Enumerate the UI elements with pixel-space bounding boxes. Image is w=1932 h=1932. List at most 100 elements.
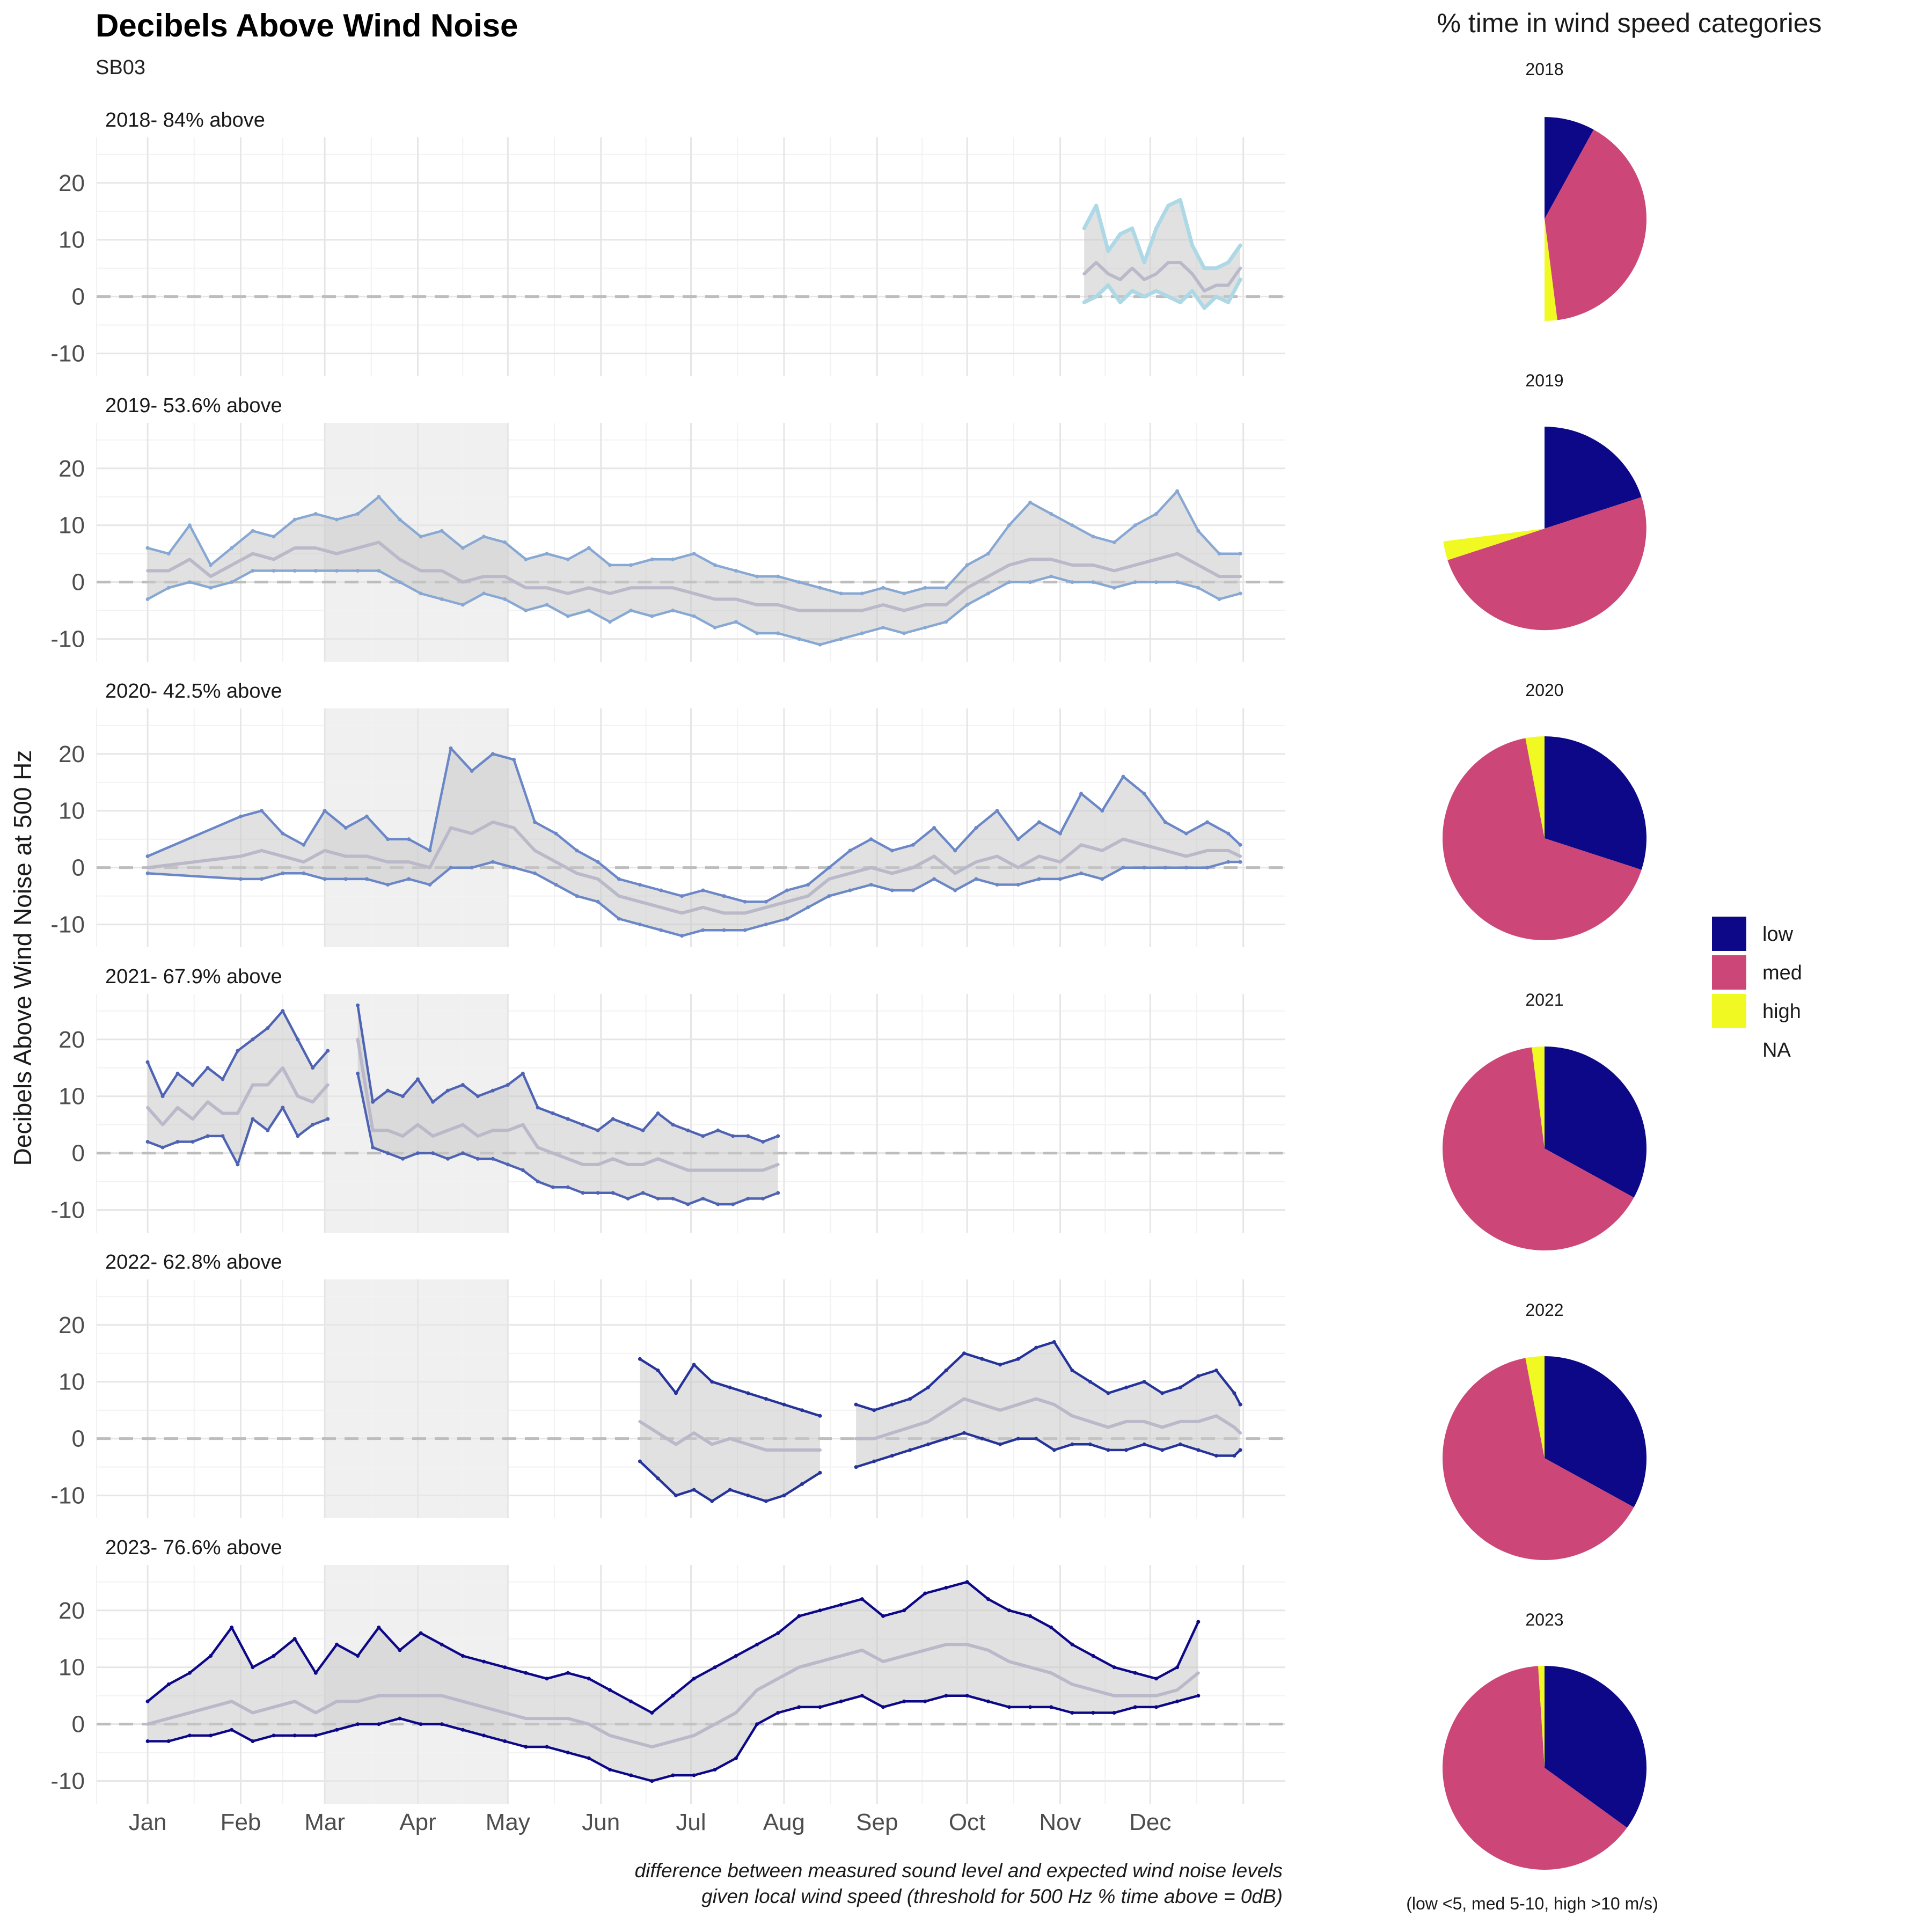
data-point-lower <box>1124 1448 1128 1452</box>
series-line-median-2019 <box>146 540 1242 612</box>
data-point-lower <box>145 597 150 601</box>
data-point-lower <box>755 631 759 635</box>
data-point-upper <box>371 1100 375 1104</box>
data-point-upper <box>236 1049 240 1053</box>
series-band-2021 <box>357 1005 778 1204</box>
data-point-upper <box>608 1688 612 1692</box>
data-point-lower <box>608 1767 612 1772</box>
data-point-lower <box>902 1699 906 1703</box>
data-point-lower <box>818 1470 822 1475</box>
data-point-lower <box>356 1722 360 1726</box>
pie-slice-high <box>1538 1666 1545 1768</box>
data-point-lower <box>313 569 318 573</box>
data-point-upper <box>986 552 990 556</box>
data-point-lower <box>1100 877 1104 881</box>
data-point-upper <box>1100 809 1104 813</box>
data-point-upper <box>1082 226 1086 230</box>
y-tick-label: 20 <box>58 1312 85 1338</box>
legend-item-na: NA <box>1762 1039 1791 1062</box>
series-line-upper-2020 <box>146 747 1242 903</box>
data-point-lower <box>460 603 465 607</box>
data-point-upper <box>944 1585 948 1590</box>
data-point-lower <box>944 620 948 624</box>
data-point-lower <box>475 1157 480 1161</box>
data-point-upper <box>506 1083 510 1087</box>
series-band-2019 <box>148 491 1241 645</box>
data-point-lower <box>416 1151 420 1155</box>
data-point-upper <box>806 883 810 887</box>
data-point-upper <box>848 848 852 853</box>
y-tick-label: 0 <box>72 855 85 881</box>
data-point-lower <box>1214 295 1218 299</box>
data-point-upper <box>692 1363 696 1367</box>
data-point-upper <box>980 1357 984 1361</box>
data-point-upper <box>638 1357 642 1361</box>
data-point-lower <box>713 625 717 630</box>
y-tick-label: 20 <box>58 170 85 196</box>
pie-2020: 2020 <box>1442 680 1646 941</box>
data-point-upper <box>860 591 864 596</box>
y-tick-label: 10 <box>58 798 85 824</box>
data-point-upper <box>475 1094 480 1099</box>
data-point-lower <box>209 586 213 590</box>
data-point-lower <box>671 1773 675 1777</box>
data-point-lower <box>965 1694 969 1698</box>
caption-line-1: difference between measured sound level … <box>635 1860 1283 1882</box>
data-point-upper <box>335 517 339 522</box>
pie-slice-high <box>1545 219 1557 321</box>
data-point-lower <box>1154 289 1158 293</box>
caption-line-2: given local wind speed (threshold for 50… <box>701 1885 1283 1907</box>
data-point-lower <box>656 1476 660 1481</box>
panel-label-2020: 2020- 42.5% above <box>105 680 282 702</box>
data-point-upper <box>449 746 453 750</box>
data-point-upper <box>761 1140 765 1144</box>
data-point-upper <box>818 1414 822 1418</box>
x-tick-label: Jun <box>582 1809 620 1835</box>
data-point-upper <box>187 1671 192 1675</box>
data-point-lower <box>716 1202 720 1206</box>
data-point-upper <box>944 586 948 590</box>
legend-item-med: med <box>1712 955 1802 990</box>
data-point-upper <box>1070 523 1074 528</box>
data-point-lower <box>343 877 348 881</box>
data-point-lower <box>1154 580 1158 584</box>
data-point-upper <box>281 831 285 836</box>
data-point-lower <box>674 1494 678 1498</box>
data-point-lower <box>251 569 255 573</box>
data-point-lower <box>326 1117 330 1121</box>
data-point-lower <box>1238 591 1242 596</box>
y-axis-label: Decibels Above Wind Noise at 500 Hz <box>9 750 36 1166</box>
y-tick-label: -10 <box>50 1768 85 1795</box>
data-point-upper <box>313 512 318 516</box>
data-point-lower <box>818 1705 822 1709</box>
data-point-upper <box>881 1614 885 1618</box>
panel-2023: 2023- 76.6% above -10 0 10 20 <box>50 1536 1285 1804</box>
data-point-lower <box>611 1191 615 1195</box>
data-point-upper <box>1238 843 1242 847</box>
data-point-upper <box>902 1608 906 1613</box>
pie-year-label: 2021 <box>1525 990 1563 1009</box>
data-point-upper <box>551 1111 555 1115</box>
data-point-upper <box>251 1665 255 1670</box>
data-point-lower <box>356 1071 360 1075</box>
data-point-upper <box>818 586 822 590</box>
data-point-upper <box>145 1699 150 1703</box>
data-point-upper <box>272 1654 276 1658</box>
data-point-upper <box>692 552 696 556</box>
data-point-lower <box>1049 1705 1053 1709</box>
data-point-lower <box>1118 300 1122 304</box>
data-point-upper <box>512 757 516 762</box>
data-point-lower <box>881 625 885 630</box>
data-point-upper <box>1106 1391 1110 1395</box>
data-point-lower <box>292 569 297 573</box>
series-line-median-2023 <box>146 1643 1200 1748</box>
data-point-upper <box>460 1083 465 1087</box>
data-point-upper <box>1052 1340 1056 1344</box>
pie-slice-med <box>1447 497 1646 631</box>
data-point-upper <box>776 1134 780 1138</box>
data-point-lower <box>1016 1437 1020 1441</box>
data-point-upper <box>206 1066 210 1070</box>
data-point-upper <box>1166 203 1170 208</box>
data-point-lower <box>236 1162 240 1167</box>
data-point-upper <box>686 1128 690 1132</box>
